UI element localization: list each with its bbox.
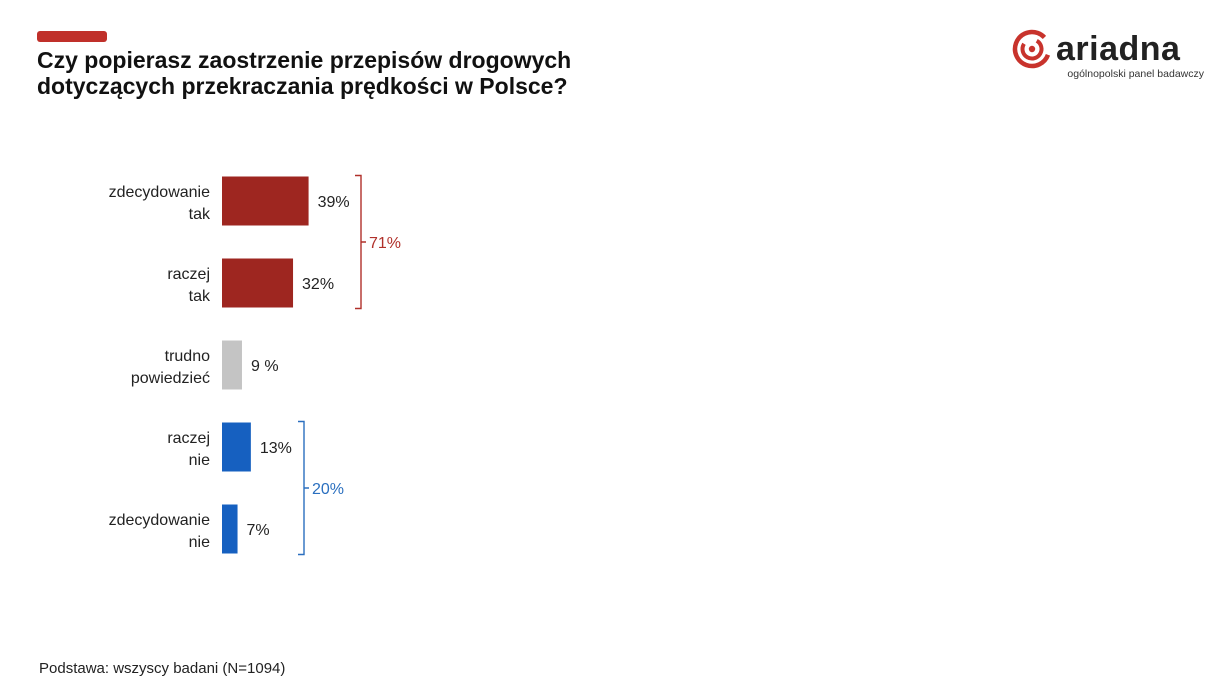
title-line-1: Czy popierasz zaostrzenie przepisów drog… — [37, 47, 572, 73]
category-label: tak — [189, 206, 211, 223]
group-total-label: 20% — [312, 481, 344, 498]
category-label: raczej — [167, 266, 210, 283]
group-bracket — [298, 420, 309, 556]
bar — [222, 504, 238, 554]
ariadna-spiral-icon — [1012, 29, 1052, 69]
value-label: 7% — [247, 522, 270, 539]
category-label: nie — [189, 452, 210, 469]
logo-tagline: ogólnopolski panel badawczy — [1067, 68, 1204, 80]
bar — [222, 258, 294, 308]
footnote: Podstawa: wszyscy badani (N=1094) — [39, 660, 286, 677]
bar-chart: zdecydowanie tak 39% raczej tak 32% trudno powi… — [109, 174, 401, 556]
category-label: trudno — [165, 348, 210, 365]
category-label: zdecydowanie — [109, 184, 211, 201]
logo-wordmark: ariadna — [1056, 30, 1181, 68]
bar — [222, 176, 309, 226]
title-line-2: dotyczących przekraczania prędkości w Po… — [37, 73, 568, 99]
value-label: 9 % — [251, 358, 279, 375]
category-label: tak — [189, 288, 211, 305]
value-label: 39% — [318, 194, 350, 211]
group-bracket — [355, 174, 366, 310]
chart-title: Czy popierasz zaostrzenie przepisów drog… — [37, 47, 677, 99]
accent-bar — [37, 31, 107, 42]
bar — [222, 340, 242, 390]
bar — [222, 422, 251, 472]
category-label: nie — [189, 534, 210, 551]
value-label: 32% — [302, 276, 334, 293]
category-label: raczej — [167, 430, 210, 447]
value-label: 13% — [260, 440, 292, 457]
ariadna-logo: ariadna ogólnopolski panel badawczy — [1012, 28, 1212, 84]
group-total-label: 71% — [369, 235, 401, 252]
category-label: zdecydowanie — [109, 512, 211, 529]
category-label: powiedzieć — [131, 370, 210, 387]
